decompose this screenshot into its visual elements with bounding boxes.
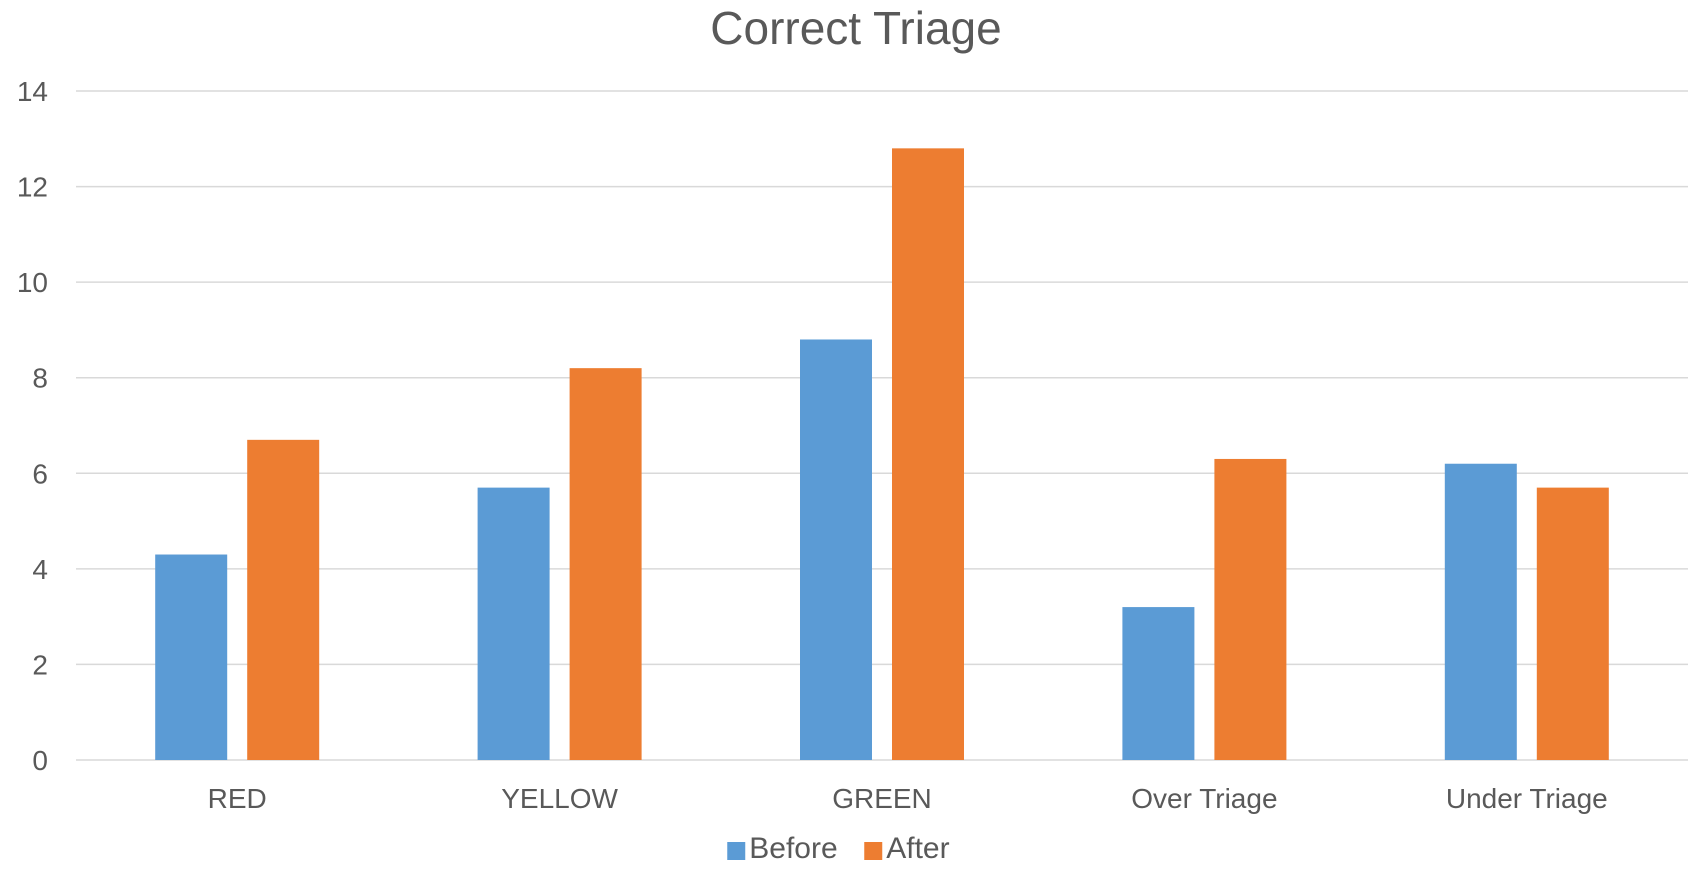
bars xyxy=(155,148,1609,761)
y-tick-label: 2 xyxy=(32,649,48,680)
y-tick-label: 14 xyxy=(17,76,48,107)
x-tick-label: YELLOW xyxy=(501,783,618,814)
legend-swatch-after xyxy=(864,842,883,860)
gridlines xyxy=(76,90,1688,761)
bar-before-yellow xyxy=(477,487,550,760)
bar-after-green xyxy=(892,148,964,761)
x-tick-label: RED xyxy=(208,783,267,814)
x-tick-label: GREEN xyxy=(832,783,932,814)
chart-title: Correct Triage xyxy=(710,2,1001,54)
y-tick-label: 10 xyxy=(17,267,48,298)
bar-after-under-triage xyxy=(1536,487,1609,760)
x-tick-label: Over Triage xyxy=(1131,783,1277,814)
bar-before-red xyxy=(155,554,228,760)
y-tick-label: 8 xyxy=(32,363,48,394)
legend: Before After xyxy=(727,832,950,865)
y-tick-label: 0 xyxy=(32,745,48,776)
y-tick-label: 6 xyxy=(32,458,48,489)
x-tick-label: Under Triage xyxy=(1446,783,1608,814)
bar-before-over-triage xyxy=(1122,607,1195,760)
bar-after-yellow xyxy=(569,368,642,760)
bar-after-over-triage xyxy=(1214,458,1287,760)
y-tick-label: 4 xyxy=(32,554,48,585)
y-tick-label: 12 xyxy=(17,172,48,203)
bar-before-green xyxy=(800,339,872,760)
bar-after-red xyxy=(247,439,320,760)
bar-before-under-triage xyxy=(1444,463,1517,760)
legend-swatch-before xyxy=(727,842,746,860)
legend-label-after: After xyxy=(886,832,949,865)
x-axis-ticks: RED YELLOW GREEN Over Triage Under Triage xyxy=(208,783,1608,814)
legend-label-before: Before xyxy=(749,832,837,865)
y-axis-ticks: 0 2 4 6 8 10 12 14 xyxy=(17,76,48,776)
